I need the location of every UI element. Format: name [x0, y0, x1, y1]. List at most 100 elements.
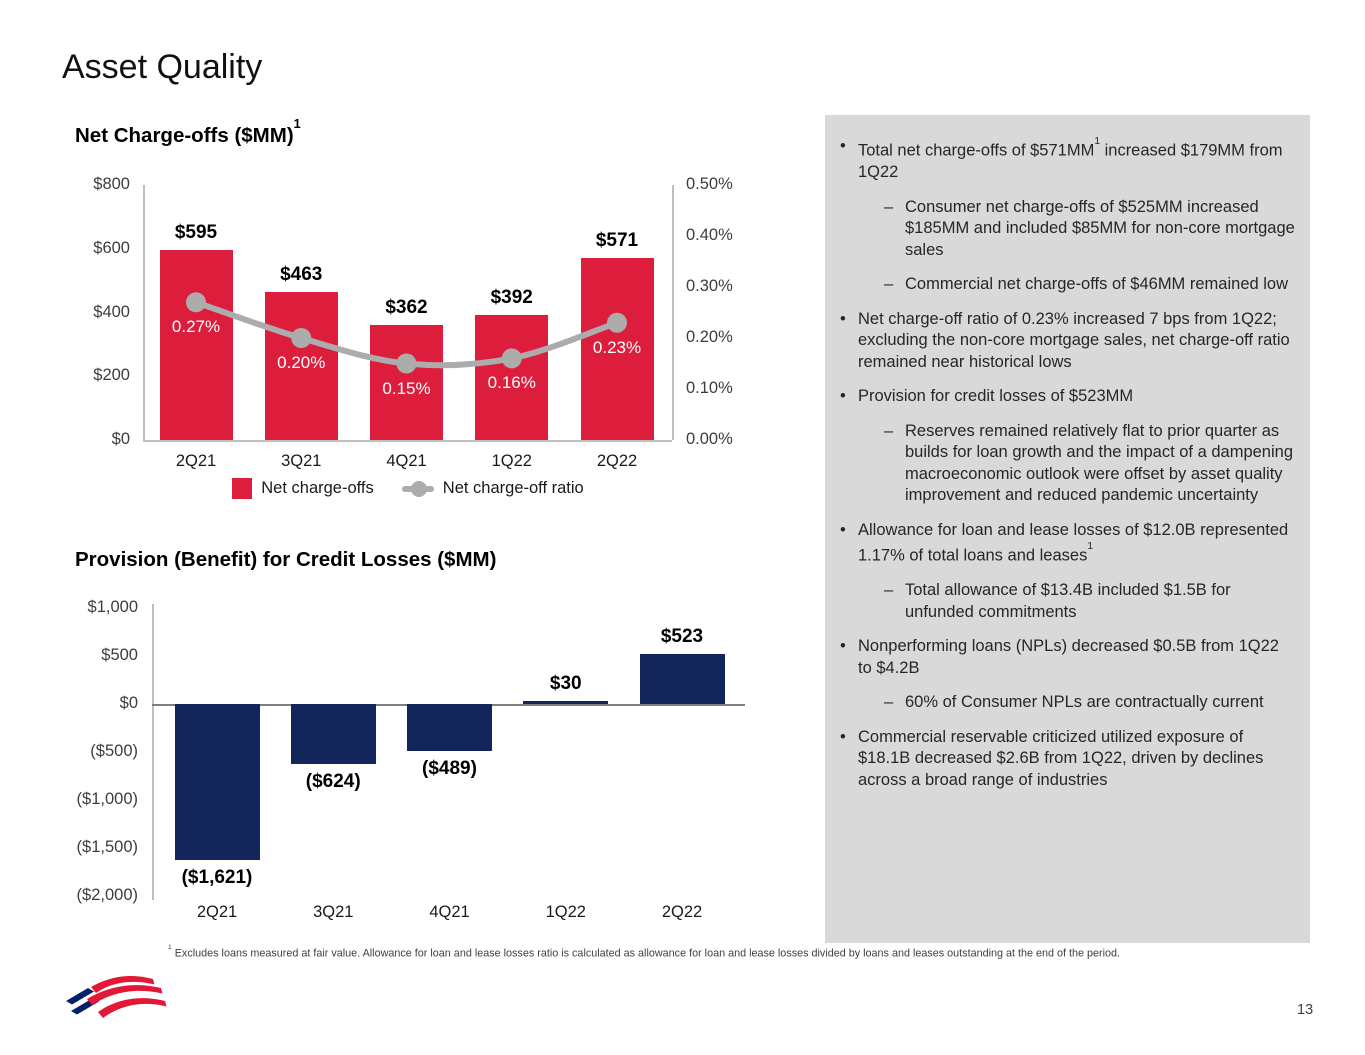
- category-label: 1Q22: [545, 903, 586, 921]
- legend-label-net-charge-offs: Net charge-offs: [261, 479, 374, 497]
- bullet-item: • Total net charge-offs of $571MM1 increa…: [840, 136, 1296, 184]
- left-axis-line: [143, 185, 145, 440]
- category-label: 1Q22: [491, 452, 532, 470]
- legend-item-net-charge-offs: Net charge-offs: [232, 478, 374, 499]
- sub-bullet-item: – Commercial net charge-offs of $46MM rem…: [884, 274, 1296, 296]
- bullet-item: • Provision for credit losses of $523MM: [840, 386, 1296, 408]
- ratio-line-swatch-icon: [401, 480, 434, 497]
- net-charge-offs-swatch-icon: [232, 478, 253, 499]
- category-label: 3Q21: [313, 903, 354, 921]
- category-label: 2Q22: [661, 903, 703, 921]
- page-number: 13: [1297, 1002, 1314, 1018]
- footnote-text: Excludes loans measured at fair value. A…: [174, 947, 1121, 960]
- right-axis-tick: 0.00%: [686, 430, 733, 448]
- ratio-value-label: 0.15%: [382, 378, 431, 398]
- chart1-title-text: Net Charge-offs ($MM): [75, 123, 294, 147]
- bullet-item: • Nonperforming loans (NPLs) decreased $0…: [840, 636, 1296, 679]
- sub-bullet-item: – Total allowance of $13.4B included $1.5…: [884, 580, 1296, 623]
- ratio-value-label: 0.16%: [487, 373, 536, 393]
- sub-bullet-item: – Reserves remained relatively flat to pr…: [884, 421, 1296, 507]
- bar-value-label: $595: [174, 222, 218, 244]
- sub-bullet-item: – Consumer net charge-offs of $525MM incr…: [884, 197, 1296, 262]
- footnote-sup: 1: [168, 943, 172, 951]
- bullet-text: Nonperforming loans (NPLs) decreased $0.…: [858, 637, 1279, 677]
- y-axis-tick: ($1,000): [76, 790, 138, 808]
- bullet-text: 60% of Consumer NPLs are contractually c…: [905, 693, 1264, 711]
- bullet-marker: –: [884, 197, 894, 216]
- bar-provision: [290, 704, 376, 764]
- left-axis-tick: $200: [93, 366, 130, 385]
- bullet-item: • Commercial reservable criticized utiliz…: [840, 727, 1296, 792]
- page-title: Asset Quality: [62, 48, 263, 86]
- category-label: 2Q21: [196, 903, 238, 921]
- right-axis-tick: 0.40%: [686, 226, 733, 244]
- bar-value-label: ($1,621): [181, 866, 253, 888]
- left-axis-tick: $600: [93, 238, 130, 257]
- bullet-marker: –: [884, 693, 894, 711]
- net-charge-offs-chart: $800 $600 $400 $200 $0 0.50% 0.40% 0.30% 0.20% 0.…: [70, 175, 790, 555]
- legend-item-ratio: Net charge-off ratio: [401, 479, 584, 498]
- bullet-marker: •: [840, 137, 846, 155]
- bullet-text: Commercial reservable criticized utilize…: [858, 727, 1264, 789]
- x-axis-line: [143, 440, 672, 442]
- bullet-text: Reserves remained relatively flat to pri…: [905, 421, 1293, 505]
- right-axis-tick: 0.30%: [686, 277, 733, 295]
- category-label: 3Q21: [281, 452, 322, 470]
- bank-of-america-logo: [58, 972, 170, 1032]
- bar-value-label: $392: [490, 287, 533, 309]
- right-axis-tick: 0.10%: [686, 379, 733, 397]
- bullet-text: Allowance for loan and lease losses of $…: [858, 520, 1289, 565]
- bullet-text: Total net charge-offs of $571MM1 increas…: [858, 135, 1283, 181]
- bar-value-label: $523: [660, 625, 704, 647]
- bullet-text: Total allowance of $13.4B included $1.5B…: [905, 581, 1231, 621]
- right-axis-line: [672, 185, 674, 440]
- bar-net-charge-offs: [159, 250, 233, 440]
- bullet-marker: •: [840, 309, 846, 328]
- ratio-value-label: 0.27%: [171, 317, 221, 337]
- bar-provision: [407, 704, 492, 751]
- bullet-marker: •: [840, 637, 846, 655]
- category-label: 4Q21: [429, 903, 470, 921]
- bullet-marker: •: [840, 727, 846, 746]
- bar-value-label: $362: [385, 296, 428, 318]
- y-axis-tick: $0: [119, 694, 138, 712]
- bullet-item: • Net charge-off ratio of 0.23% increased…: [840, 309, 1296, 374]
- y-axis-tick: ($500): [90, 742, 138, 760]
- right-axis-tick: 0.50%: [686, 175, 733, 193]
- category-label: 2Q21: [175, 452, 217, 470]
- superscript: 1: [1094, 135, 1101, 147]
- category-label: 4Q21: [386, 452, 427, 470]
- left-axis-tick: $0: [111, 430, 130, 448]
- bar-provision: [174, 704, 260, 860]
- y-axis-tick: $500: [101, 646, 138, 664]
- chart1-legend: Net charge-offs Net charge-off ratio: [143, 478, 673, 499]
- bullet-text: Net charge-off ratio of 0.23% increased …: [858, 309, 1290, 371]
- footnote: 1 Excludes loans measured at fair value.…: [168, 943, 1121, 960]
- bar-provision: [639, 653, 725, 704]
- category-label: 2Q22: [596, 452, 638, 470]
- ratio-dot-icon: [410, 480, 427, 497]
- bar-value-label: $571: [595, 229, 639, 251]
- bullet-marker: –: [884, 275, 894, 293]
- chart1-title-sup: 1: [293, 115, 301, 131]
- provision-chart: $1,000 $500 $0 ($500) ($1,000) ($1,500) ($2,00…: [70, 595, 790, 940]
- superscript: 1: [1087, 540, 1094, 552]
- chart1-title: Net Charge-offs ($MM)1: [75, 116, 301, 148]
- bar-value-label: ($624): [305, 770, 361, 792]
- bullet-marker: –: [884, 581, 894, 599]
- bar-value-label: $463: [280, 264, 323, 286]
- chart2-title: Provision (Benefit) for Credit Losses ($…: [75, 548, 497, 571]
- bullet-text: Commercial net charge-offs of $46MM rema…: [905, 275, 1289, 293]
- bullet-item: • Allowance for loan and lease losses of …: [840, 520, 1296, 568]
- bullet-text: Provision for credit losses of $523MM: [858, 387, 1134, 405]
- y-axis-tick: $1,000: [87, 598, 138, 616]
- bar-provision: [523, 701, 609, 704]
- y-axis-line: [152, 604, 154, 900]
- bar-value-label: ($489): [422, 757, 477, 779]
- bullet-marker: •: [840, 520, 846, 539]
- commentary-panel: • Total net charge-offs of $571MM1 increa…: [825, 115, 1310, 943]
- y-axis-tick: ($2,000): [76, 886, 138, 904]
- bullet-marker: –: [884, 421, 894, 440]
- ratio-value-label: 0.20%: [277, 353, 326, 372]
